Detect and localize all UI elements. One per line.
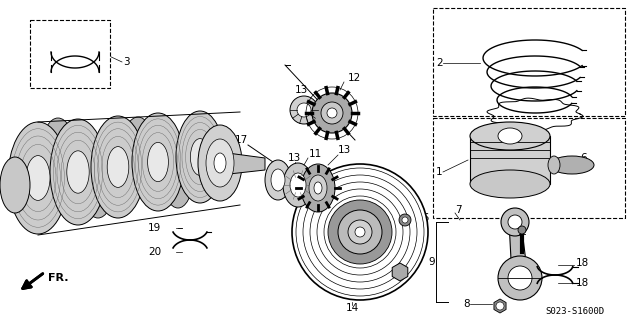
Circle shape	[496, 302, 504, 310]
Circle shape	[348, 220, 372, 244]
Ellipse shape	[271, 169, 285, 191]
Ellipse shape	[67, 151, 89, 193]
Ellipse shape	[498, 128, 522, 144]
Text: 19: 19	[148, 223, 161, 233]
Ellipse shape	[107, 147, 129, 187]
Ellipse shape	[470, 122, 550, 150]
Text: 2: 2	[436, 58, 443, 68]
Ellipse shape	[309, 175, 327, 201]
FancyBboxPatch shape	[433, 118, 625, 218]
Circle shape	[402, 217, 408, 223]
FancyBboxPatch shape	[433, 8, 625, 116]
Ellipse shape	[148, 142, 168, 182]
Circle shape	[508, 215, 522, 229]
Ellipse shape	[176, 111, 224, 203]
Text: 12: 12	[348, 73, 361, 83]
Ellipse shape	[26, 156, 50, 200]
Text: 1: 1	[436, 167, 443, 177]
Text: 17: 17	[235, 135, 248, 145]
Text: 7: 7	[455, 205, 461, 215]
Polygon shape	[509, 222, 528, 278]
Text: 13: 13	[288, 153, 301, 163]
Text: 20: 20	[148, 247, 161, 257]
Ellipse shape	[123, 117, 153, 173]
Ellipse shape	[314, 182, 322, 194]
Text: 18: 18	[576, 278, 589, 288]
Ellipse shape	[198, 125, 242, 201]
Ellipse shape	[132, 113, 184, 211]
Text: 16: 16	[417, 213, 430, 223]
Text: 10: 10	[248, 158, 261, 168]
Ellipse shape	[470, 170, 550, 198]
Circle shape	[321, 102, 343, 124]
Ellipse shape	[91, 116, 145, 218]
FancyBboxPatch shape	[30, 20, 110, 88]
Text: 13: 13	[295, 85, 308, 95]
Polygon shape	[392, 263, 408, 281]
Circle shape	[328, 200, 392, 264]
Circle shape	[508, 266, 532, 290]
Polygon shape	[494, 299, 506, 313]
Ellipse shape	[206, 139, 234, 187]
Text: 18: 18	[576, 258, 589, 268]
Text: 13: 13	[338, 145, 351, 155]
Text: S023-S1600D: S023-S1600D	[545, 308, 605, 316]
Ellipse shape	[290, 173, 306, 197]
Ellipse shape	[265, 160, 291, 200]
Text: FR.: FR.	[48, 273, 68, 283]
Text: 8: 8	[463, 299, 470, 309]
Circle shape	[355, 227, 365, 237]
Text: 3: 3	[123, 57, 130, 67]
FancyBboxPatch shape	[470, 136, 550, 184]
Circle shape	[498, 256, 542, 300]
Ellipse shape	[0, 157, 30, 213]
Ellipse shape	[550, 156, 594, 174]
Text: 9: 9	[428, 257, 435, 267]
Circle shape	[297, 103, 311, 117]
Ellipse shape	[191, 138, 210, 175]
Text: 11: 11	[309, 149, 323, 159]
Polygon shape	[220, 152, 265, 175]
Ellipse shape	[83, 162, 113, 218]
Ellipse shape	[8, 122, 68, 234]
Circle shape	[290, 96, 318, 124]
Circle shape	[292, 164, 428, 300]
Circle shape	[394, 266, 406, 278]
Circle shape	[338, 210, 382, 254]
Circle shape	[327, 108, 337, 118]
Circle shape	[312, 93, 352, 133]
Ellipse shape	[283, 163, 313, 207]
Text: 6: 6	[580, 153, 587, 163]
Circle shape	[518, 226, 526, 234]
Ellipse shape	[301, 164, 335, 212]
Text: 15: 15	[408, 246, 421, 256]
Ellipse shape	[214, 153, 226, 173]
Circle shape	[501, 208, 529, 236]
Ellipse shape	[50, 119, 106, 225]
Ellipse shape	[164, 156, 192, 208]
Ellipse shape	[42, 118, 74, 178]
Text: 14: 14	[346, 303, 359, 313]
Ellipse shape	[548, 156, 560, 174]
Circle shape	[399, 214, 411, 226]
